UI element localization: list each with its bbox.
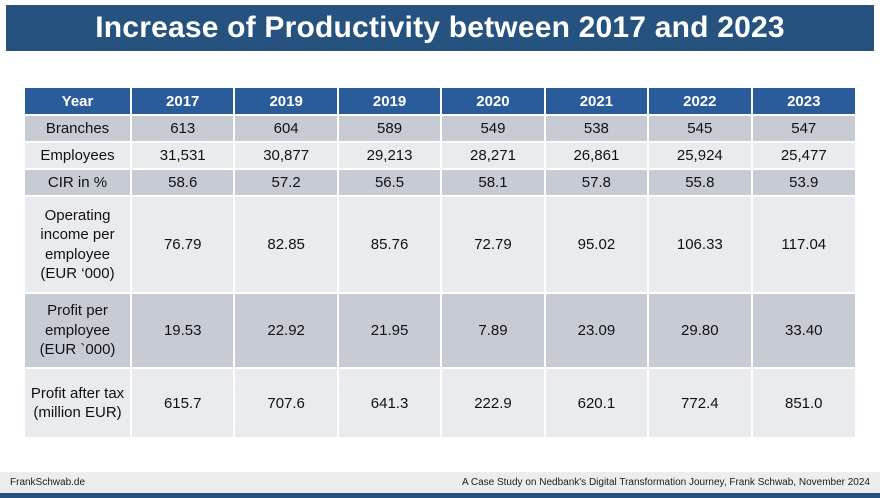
- row-label: Branches: [25, 115, 132, 143]
- table-cell: 19.53: [131, 293, 236, 369]
- table-cell: 53.9: [751, 169, 855, 197]
- table-cell: 28,271: [441, 142, 546, 170]
- table-cell: 31,531: [131, 142, 236, 170]
- table-cell: 58.1: [441, 169, 546, 197]
- table-cell: 620.1: [544, 368, 650, 437]
- table-cell: 615.7: [131, 368, 236, 437]
- header-cell-2019a: 2019: [234, 88, 339, 116]
- table-cell: 58.6: [131, 169, 236, 197]
- table-cell: 26,861: [544, 142, 650, 170]
- table-row-employees: Employees 31,531 30,877 29,213 28,271 26…: [25, 142, 855, 170]
- table-header-row: Year 2017 2019 2019 2020 2021 2022 2023: [25, 88, 855, 116]
- table-cell: 30,877: [234, 142, 339, 170]
- table-cell: 7.89: [441, 293, 546, 369]
- footer-website: FrankSchwab.de: [10, 477, 86, 488]
- table-cell: 538: [544, 115, 650, 143]
- table-cell: 29,213: [337, 142, 443, 170]
- table-cell: 117.04: [751, 196, 855, 294]
- table-cell: 641.3: [337, 368, 443, 437]
- table-cell: 707.6: [234, 368, 339, 437]
- header-cell-2019b: 2019: [337, 88, 443, 116]
- table-cell: 545: [648, 115, 753, 143]
- row-label: Employees: [25, 142, 132, 170]
- table-cell: 106.33: [648, 196, 753, 294]
- row-label: CIR in %: [25, 169, 132, 197]
- table-cell: 22.92: [234, 293, 339, 369]
- header-cell-2023: 2023: [751, 88, 855, 116]
- header-cell-2020: 2020: [441, 88, 546, 116]
- table-cell: 55.8: [648, 169, 753, 197]
- header-cell-2021: 2021: [544, 88, 650, 116]
- bottom-accent-bar: [0, 493, 880, 498]
- table-cell: 222.9: [441, 368, 546, 437]
- table-cell: 72.79: [441, 196, 546, 294]
- title-bar: Increase of Productivity between 2017 an…: [6, 5, 874, 51]
- table-cell: 33.40: [751, 293, 855, 369]
- table-cell: 95.02: [544, 196, 650, 294]
- table-cell: 549: [441, 115, 546, 143]
- table-cell: 29.80: [648, 293, 753, 369]
- table-row-profit-after-tax: Profit after tax (million EUR) 615.7 707…: [25, 368, 855, 437]
- table-row-operating-income: Operating income per employee (EUR ‘000)…: [25, 196, 855, 294]
- table-cell: 23.09: [544, 293, 650, 369]
- table-cell: 82.85: [234, 196, 339, 294]
- table-cell: 25,477: [751, 142, 855, 170]
- row-label: Operating income per employee (EUR ‘000): [25, 196, 132, 294]
- row-label: Profit per employee (EUR `000): [25, 293, 132, 369]
- header-cell-2017: 2017: [131, 88, 236, 116]
- table-cell: 589: [337, 115, 443, 143]
- table-cell: 613: [131, 115, 236, 143]
- table-cell: 56.5: [337, 169, 443, 197]
- table-cell: 21.95: [337, 293, 443, 369]
- header-cell-2022: 2022: [648, 88, 753, 116]
- productivity-table: Year 2017 2019 2019 2020 2021 2022 2023 …: [25, 88, 855, 437]
- header-cell-year: Year: [25, 88, 132, 116]
- table-cell: 772.4: [648, 368, 753, 437]
- table-row-cir: CIR in % 58.6 57.2 56.5 58.1 57.8 55.8 5…: [25, 169, 855, 197]
- table-cell: 85.76: [337, 196, 443, 294]
- table-cell: 25,924: [648, 142, 753, 170]
- footer-attribution: A Case Study on Nedbank's Digital Transf…: [461, 477, 870, 488]
- table-cell: 851.0: [751, 368, 855, 437]
- table-row-branches: Branches 613 604 589 549 538 545 547: [25, 115, 855, 143]
- page-title: Increase of Productivity between 2017 an…: [95, 11, 785, 44]
- table-cell: 547: [751, 115, 855, 143]
- table-cell: 57.2: [234, 169, 339, 197]
- table-row-profit-per-employee: Profit per employee (EUR `000) 19.53 22.…: [25, 293, 855, 369]
- table-cell: 57.8: [544, 169, 650, 197]
- row-label: Profit after tax (million EUR): [25, 368, 132, 437]
- table-cell: 76.79: [131, 196, 236, 294]
- table-cell: 604: [234, 115, 339, 143]
